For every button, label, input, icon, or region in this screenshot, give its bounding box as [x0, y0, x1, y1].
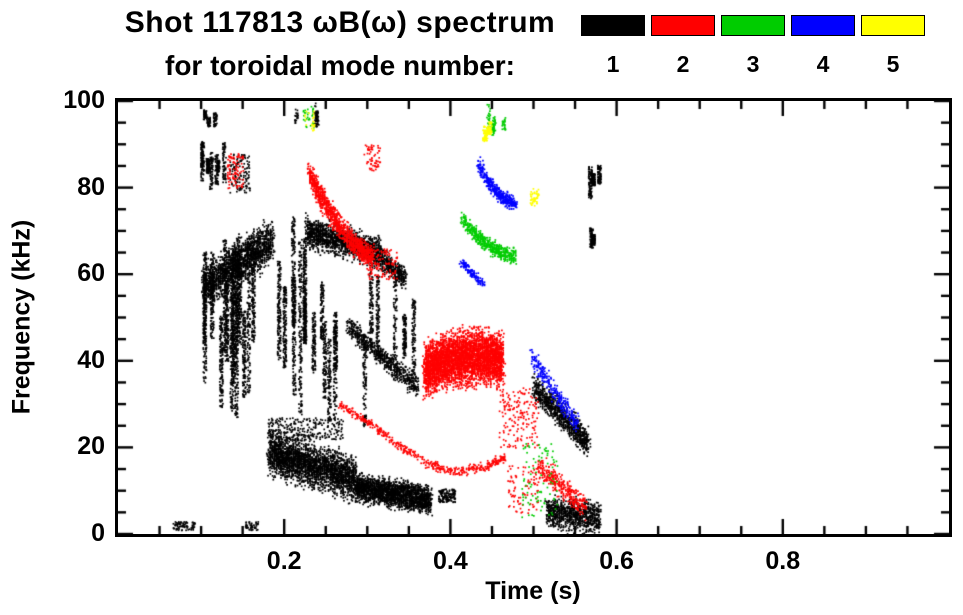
x-tick-label: 0.6 — [599, 547, 634, 575]
legend-item-n3: 3 — [721, 15, 785, 76]
mode-legend: 1 2 3 4 5 — [581, 15, 925, 76]
y-tick-label: 80 — [77, 172, 105, 201]
legend-swatch-n5 — [861, 15, 925, 36]
legend-item-n2: 2 — [651, 15, 715, 76]
legend-label-n1: 1 — [606, 51, 620, 77]
y-axis-title: Frequency (kHz) — [7, 219, 36, 415]
legend-swatch-n3 — [721, 15, 785, 36]
legend-item-n5: 5 — [861, 15, 925, 76]
legend-swatch-n2 — [651, 15, 715, 36]
legend-label-n4: 4 — [816, 51, 830, 77]
legend-item-n1: 1 — [581, 15, 645, 76]
figure-title-line1: Shot 117813 ωB(ω) spectrum — [124, 6, 556, 39]
y-tick-label: 100 — [63, 86, 105, 114]
y-tick-label: 0 — [91, 519, 105, 547]
legend-swatch-n1 — [581, 15, 645, 36]
x-axis-title: Time (s) — [485, 577, 581, 605]
y-tick-label: 40 — [77, 345, 105, 374]
plot-frame — [115, 98, 952, 537]
legend-label-n5: 5 — [886, 51, 900, 77]
x-tick-label: 0.8 — [765, 547, 801, 575]
x-tick-label: 0.2 — [266, 547, 302, 575]
legend-label-n2: 2 — [676, 51, 690, 77]
legend-item-n4: 4 — [791, 15, 855, 76]
spectrum-canvas — [118, 101, 949, 534]
x-tick-label: 0.4 — [433, 547, 468, 575]
legend-swatch-n4 — [791, 15, 855, 36]
y-tick-label: 60 — [77, 259, 105, 288]
y-tick-label: 20 — [77, 432, 105, 461]
figure-title-line2: for toroidal mode number: — [165, 50, 515, 81]
legend-label-n3: 3 — [746, 51, 760, 77]
